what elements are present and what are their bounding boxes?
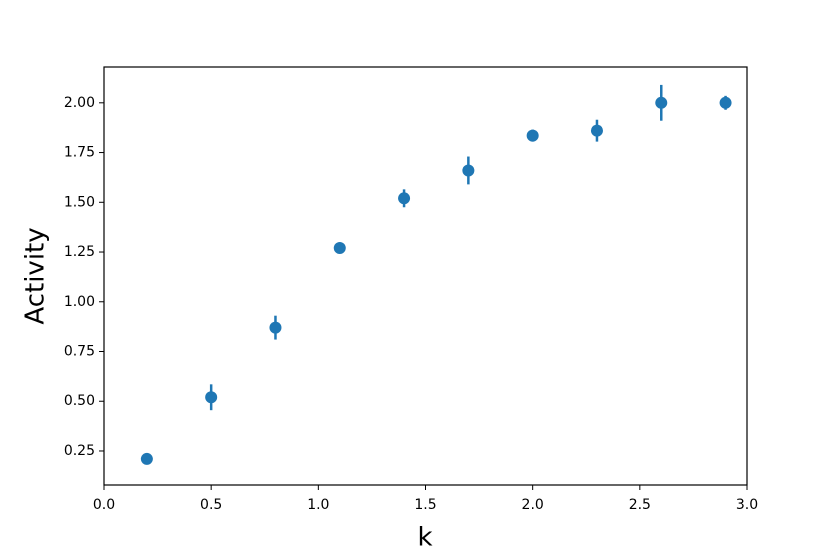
data-point [719, 96, 732, 109]
data-point [269, 321, 282, 334]
y-tick-label: 1.25 [64, 244, 95, 260]
x-tick-label: 3.0 [736, 497, 758, 513]
data-point [590, 124, 603, 137]
y-tick-label: 0.25 [64, 443, 95, 459]
y-tick-label: 0.75 [64, 344, 95, 360]
data-point [462, 164, 475, 177]
y-tick-label: 0.50 [64, 393, 95, 409]
data-point [398, 192, 411, 205]
x-tick-label: 0.0 [93, 497, 115, 513]
x-tick-label: 1.0 [307, 497, 329, 513]
x-tick-label: 1.5 [414, 497, 436, 513]
x-tick-label: 2.0 [522, 497, 544, 513]
y-tick-label: 1.00 [64, 294, 95, 310]
data-point [333, 242, 346, 255]
data-point [140, 452, 153, 465]
x-axis-label: k [417, 523, 432, 553]
plot-frame [103, 66, 748, 486]
y-tick-label: 1.50 [64, 194, 95, 210]
y-tick-label: 2.00 [64, 95, 95, 111]
data-point [655, 96, 668, 109]
y-axis-label: Activity [21, 227, 51, 324]
y-tick-label: 1.75 [64, 145, 95, 161]
x-tick-label: 2.5 [629, 497, 651, 513]
data-point [526, 129, 539, 142]
data-point [205, 391, 218, 404]
x-tick-label: 0.5 [200, 497, 222, 513]
